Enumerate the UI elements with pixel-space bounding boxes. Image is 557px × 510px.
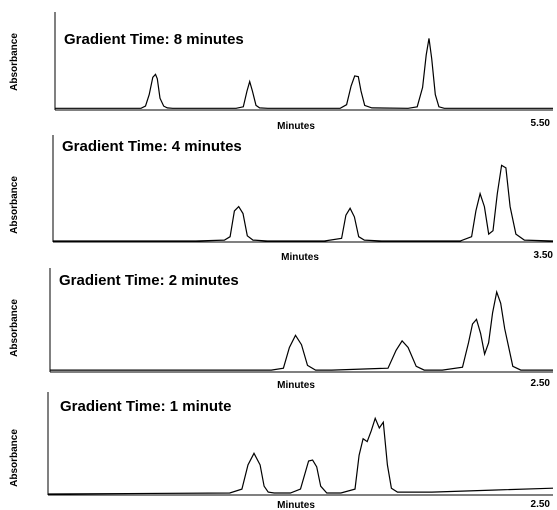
x-axis-label: Minutes (277, 121, 315, 132)
x-axis-label: Minutes (277, 380, 315, 391)
panel-title: Gradient Time: 4 minutes (62, 138, 242, 155)
chromatogram-trace (53, 164, 554, 242)
x-axis-end-label: 2.50 (531, 499, 551, 510)
panel-2min: Gradient Time: 2 minutes Absorbance Minu… (9, 268, 553, 391)
panel-title: Gradient Time: 1 minute (60, 398, 231, 415)
panel-4min: Gradient Time: 4 minutes Absorbance Minu… (9, 135, 553, 263)
x-axis-end-label: 5.50 (531, 118, 551, 129)
panel-8min: Gradient Time: 8 minutes Absorbance Minu… (9, 12, 553, 132)
panel-title: Gradient Time: 2 minutes (59, 272, 239, 289)
y-axis-label: Absorbance (9, 176, 20, 234)
chromatogram-trace (55, 38, 553, 109)
panel-title: Gradient Time: 8 minutes (64, 31, 244, 48)
chromatogram-trace (47, 416, 554, 495)
chromatogram-trace (50, 289, 553, 371)
y-axis-label: Absorbance (9, 299, 20, 357)
y-axis-label: Absorbance (9, 429, 20, 487)
x-axis-label: Minutes (277, 500, 315, 510)
x-axis-label: Minutes (281, 252, 319, 263)
x-axis-end-label: 3.50 (534, 250, 554, 261)
panel-1min: Gradient Time: 1 minute Absorbance Minut… (9, 392, 554, 510)
x-axis-end-label: 2.50 (531, 378, 551, 389)
y-axis-label: Absorbance (9, 33, 20, 91)
